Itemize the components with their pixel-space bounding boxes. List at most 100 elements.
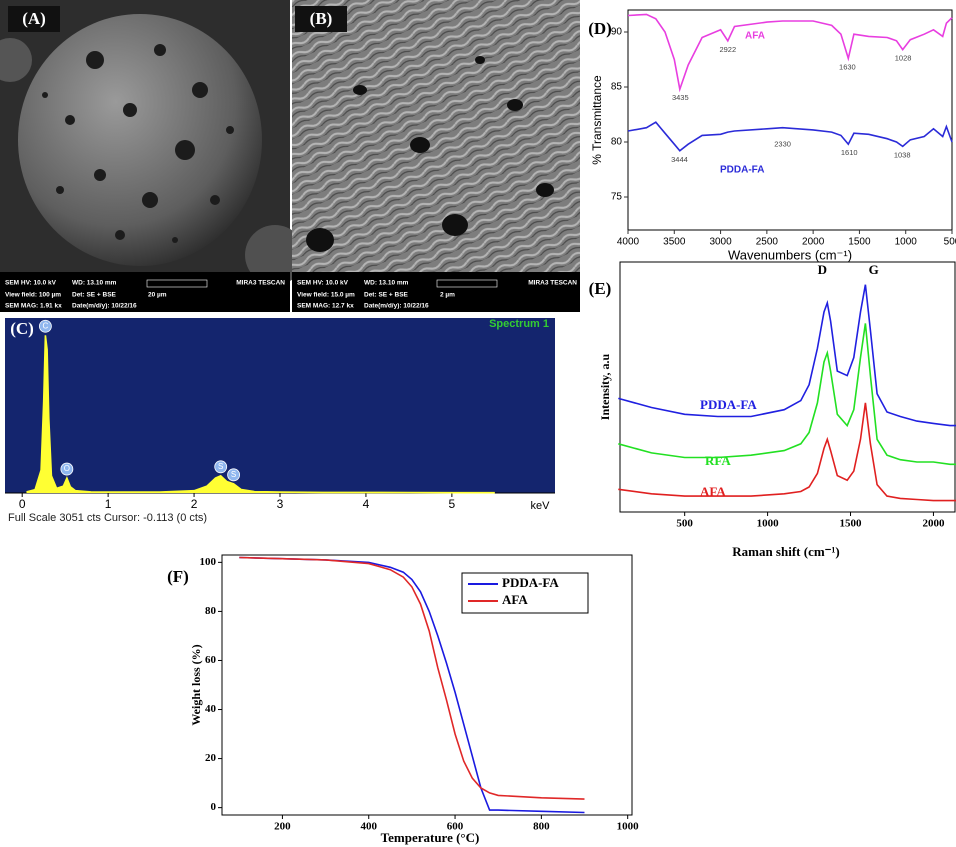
x-tick-label: 2500	[756, 237, 779, 248]
peak-badge	[60, 462, 74, 476]
series-line	[239, 556, 585, 814]
sem-info: WD: 13.10 mm	[364, 280, 409, 287]
peak-label: S	[231, 470, 236, 479]
series-label: PDDA-FA	[700, 397, 757, 412]
peak-label: C	[43, 321, 49, 330]
x-tick-label: 2000	[922, 518, 945, 530]
series-line	[618, 402, 956, 502]
x-tick-label: 3	[277, 497, 284, 511]
panel-label: (A)	[22, 9, 46, 28]
x-axis-title: Raman shift (cm⁻¹)	[732, 544, 840, 559]
sem-info: View field: 100 µm	[5, 292, 61, 299]
series-line	[627, 13, 953, 93]
x-tick-label: 400	[360, 821, 377, 833]
sem-info: Date(m/d/y): 10/22/16	[72, 303, 137, 310]
peak-label: 1610	[841, 148, 858, 157]
sem-info: MIRA3 TESCAN	[236, 280, 285, 287]
x-tick-label: 1	[105, 497, 112, 511]
x-tick-label: 4	[363, 497, 370, 511]
y-axis-title: % Transmittance	[590, 75, 604, 165]
x-tick-label: 500	[944, 237, 956, 248]
spectrum	[26, 335, 495, 494]
y-tick-label: 75	[611, 192, 623, 203]
sem-image-b	[292, 0, 580, 312]
panel-label: (E)	[589, 279, 612, 298]
plot-frame	[221, 554, 633, 816]
spectrum-title: Spectrum 1	[489, 318, 549, 330]
y-tick-label: 60	[205, 654, 217, 666]
series-label: PDDA-FA	[720, 165, 764, 176]
y-tick-label: 100	[200, 556, 217, 568]
peak-badge	[38, 319, 52, 333]
panel-label: (B)	[310, 9, 333, 28]
legend-box	[461, 572, 589, 614]
x-tick-label: 4000	[617, 237, 640, 248]
legend-label: PDDA-FA	[502, 575, 559, 590]
x-tick-label: 200	[274, 821, 291, 833]
panel-label-bg	[8, 6, 60, 32]
peak-label: 3444	[671, 155, 688, 164]
series-line	[627, 121, 953, 152]
peak-badge	[214, 460, 228, 474]
x-tick-label: 5	[449, 497, 456, 511]
peak-label: S	[218, 462, 223, 471]
sem-info: View field: 15.0 µm	[297, 292, 355, 299]
peak-label: 1630	[839, 62, 856, 71]
sem-info: SEM MAG: 12.7 kx	[297, 303, 354, 310]
x-tick-label: 1500	[848, 237, 871, 248]
x-tick-label: 1000	[895, 237, 918, 248]
y-tick-label: 0	[211, 801, 217, 813]
peak-label: 1038	[894, 150, 911, 159]
spectrum-footer: Full Scale 3051 cts Cursor: -0.113 (0 ct…	[8, 512, 207, 524]
peak-label: O	[64, 464, 70, 473]
panel-label: (D)	[588, 19, 612, 38]
sem-info: WD: 13.10 mm	[72, 280, 117, 287]
x-axis-title: Wavenumbers (cm⁻¹)	[728, 247, 852, 262]
x-tick-label: 0	[19, 497, 26, 511]
sem-info: Det: SE + BSE	[364, 292, 409, 299]
y-axis-title: Weight loss (%)	[189, 644, 203, 725]
panel-label: (C)	[10, 319, 34, 338]
sem-info: 20 µm	[148, 292, 167, 299]
x-tick-label: 1000	[617, 821, 640, 833]
x-tick-label: 3500	[663, 237, 686, 248]
y-tick-label: 20	[205, 752, 217, 764]
x-tick-label: 1500	[840, 518, 863, 530]
y-axis-title: Intensity, a.u	[598, 354, 612, 421]
sem-info: 2 µm	[440, 292, 455, 299]
series-line	[618, 284, 956, 427]
sem-info: Det: SE + BSE	[72, 292, 117, 299]
y-tick-label: 85	[611, 82, 623, 93]
sem-info: SEM HV: 10.0 kV	[5, 280, 57, 287]
sem-info: SEM HV: 10.0 kV	[297, 280, 349, 287]
sem-image-a	[0, 0, 305, 312]
legend-label: AFA	[502, 592, 528, 607]
x-tick-label: 3000	[709, 237, 732, 248]
sem-info: MIRA3 TESCAN	[528, 280, 577, 287]
y-tick-label: 90	[611, 27, 623, 38]
peak-label: G	[869, 262, 879, 277]
panel-label: (F)	[167, 567, 189, 586]
peak-label: D	[818, 262, 827, 277]
plot-background	[5, 318, 555, 493]
peak-label: 3435	[672, 93, 689, 102]
series-line	[618, 323, 956, 466]
sem-info: Date(m/d/y): 10/22/16	[364, 303, 429, 310]
plot-frame	[619, 261, 956, 513]
y-tick-label: 80	[205, 605, 217, 617]
x-tick-label: 800	[533, 821, 550, 833]
x-tick-label: 2000	[802, 237, 825, 248]
x-axis-title: keV	[531, 500, 551, 512]
x-tick-label: 600	[447, 821, 464, 833]
x-tick-label: 2	[191, 497, 198, 511]
peak-label: 1028	[895, 54, 912, 63]
series-label: AFA	[700, 484, 726, 499]
series-label: AFA	[745, 31, 765, 42]
peak-label: 2922	[719, 45, 736, 54]
plot-frame	[627, 9, 953, 231]
series-label: RFA	[705, 453, 731, 468]
sem-info: SEM MAG: 1.91 kx	[5, 303, 62, 310]
y-tick-label: 80	[611, 137, 623, 148]
